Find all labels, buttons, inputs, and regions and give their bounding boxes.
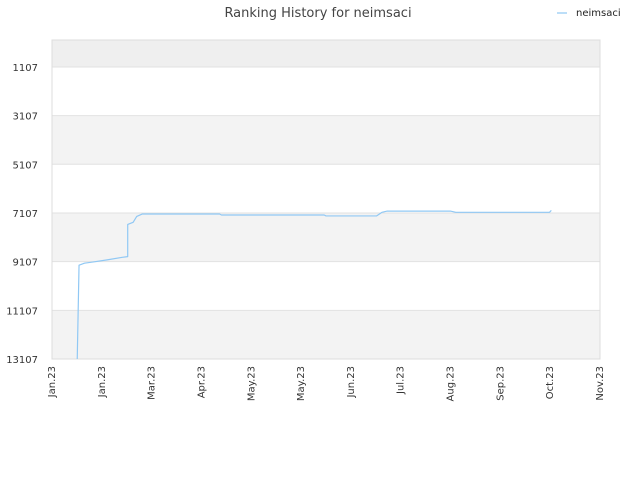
- plot-band: [52, 212, 600, 262]
- x-tick-label: Nov.23: [595, 366, 606, 401]
- plot-background-bands: [52, 40, 600, 359]
- legend-label-neimsaci: neimsaci: [576, 8, 621, 19]
- y-tick-label: 7107: [13, 209, 38, 220]
- y-tick-label: 1107: [13, 63, 38, 74]
- plot-band: [52, 261, 600, 311]
- y-tick-label: 9107: [13, 258, 38, 269]
- x-tick-label: Jan.23: [47, 366, 58, 398]
- legend: neimsaci: [557, 8, 621, 19]
- x-axis-tick-labels: Jan.23 Jan.23 Mar.23 Apr.23 May.23 May.23 Jun.…: [47, 366, 606, 401]
- y-axis-tick-labels: 1107 3107 5107 7107 9107 11107 13107: [6, 63, 38, 366]
- x-tick-label: Oct.23: [545, 366, 556, 399]
- x-tick-label: May.23: [296, 366, 307, 401]
- plot-band: [52, 40, 600, 67]
- chart-title: Ranking History for neimsaci: [224, 6, 411, 21]
- x-tick-label: Aug.23: [446, 366, 457, 401]
- series-line-neimsaci: [76, 209, 552, 360]
- y-tick-label: 13107: [6, 355, 38, 366]
- plot-band: [52, 66, 600, 116]
- x-tick-label: Apr.23: [196, 366, 207, 398]
- plot-band: [52, 115, 600, 165]
- y-tick-label: 11107: [6, 306, 38, 317]
- plot-band: [52, 164, 600, 213]
- series-lines: [76, 209, 552, 360]
- x-tick-label: Sep.23: [495, 366, 506, 401]
- x-tick-label: Jun.23: [346, 366, 357, 399]
- x-tick-label: May.23: [246, 366, 257, 401]
- y-tick-label: 5107: [13, 160, 38, 171]
- y-tick-label: 3107: [13, 112, 38, 123]
- x-tick-label: Mar.23: [147, 366, 158, 400]
- x-tick-label: Jul.23: [396, 366, 407, 395]
- plot-band: [52, 310, 600, 359]
- x-tick-label: Jan.23: [97, 366, 108, 398]
- plot-frame: [51, 39, 601, 360]
